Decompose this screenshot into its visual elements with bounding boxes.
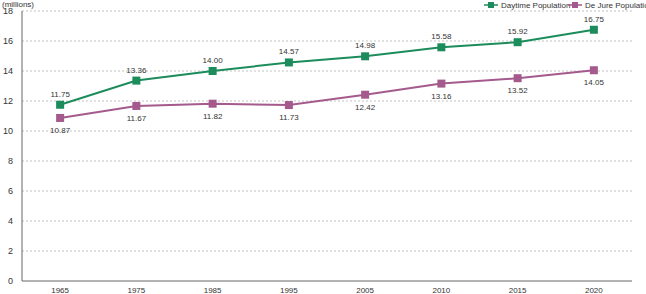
marker bbox=[56, 101, 64, 109]
x-axis bbox=[22, 281, 632, 282]
y-axis-label: (millions) bbox=[2, 0, 34, 9]
data-label: 11.73 bbox=[279, 113, 299, 122]
grid-line bbox=[22, 11, 632, 12]
marker bbox=[132, 102, 140, 110]
data-label: 13.52 bbox=[508, 86, 529, 95]
marker bbox=[514, 38, 522, 46]
data-label: 10.87 bbox=[50, 126, 71, 135]
x-tick-label: 2020 bbox=[585, 286, 603, 294]
marker bbox=[285, 101, 293, 109]
x-tick-label: 1995 bbox=[280, 286, 298, 294]
marker bbox=[437, 80, 445, 88]
data-label: 13.36 bbox=[126, 66, 147, 75]
marker bbox=[285, 58, 293, 66]
y-tick-label: 4 bbox=[8, 216, 13, 226]
data-label: 14.05 bbox=[584, 78, 605, 87]
data-label: 11.82 bbox=[203, 112, 223, 121]
marker bbox=[209, 100, 217, 108]
data-label: 11.67 bbox=[127, 114, 147, 123]
marker bbox=[590, 66, 598, 74]
plot-area bbox=[56, 26, 598, 122]
x-tick-label: 2010 bbox=[432, 286, 450, 294]
data-label: 14.57 bbox=[279, 47, 300, 56]
marker bbox=[132, 77, 140, 85]
y-tick-label: 16 bbox=[3, 36, 13, 46]
marker bbox=[437, 43, 445, 51]
series-line bbox=[60, 70, 594, 118]
legend-label: Daytime Population bbox=[501, 1, 570, 10]
grid-line bbox=[22, 251, 632, 252]
legend-swatch bbox=[572, 2, 578, 8]
data-label: 11.75 bbox=[50, 90, 70, 99]
y-tick-label: 14 bbox=[3, 66, 13, 76]
x-tick-label: 1975 bbox=[127, 286, 145, 294]
data-label: 15.92 bbox=[508, 27, 529, 36]
y-tick-label: 6 bbox=[8, 186, 13, 196]
x-tick-label: 1985 bbox=[204, 286, 222, 294]
grid-line bbox=[22, 161, 632, 162]
grid-line bbox=[22, 191, 632, 192]
x-tick-label: 1965 bbox=[51, 286, 69, 294]
grid-line bbox=[22, 221, 632, 222]
marker bbox=[590, 26, 598, 34]
legend-label: De Jure Population bbox=[585, 1, 646, 10]
y-tick-label: 0 bbox=[8, 276, 13, 286]
data-label: 13.16 bbox=[431, 92, 452, 101]
marker bbox=[361, 52, 369, 60]
data-label: 12.42 bbox=[355, 103, 376, 112]
marker bbox=[56, 114, 64, 122]
x-tick-label: 2005 bbox=[356, 286, 374, 294]
series-line bbox=[60, 30, 594, 105]
marker bbox=[514, 74, 522, 82]
grid-line bbox=[22, 41, 632, 42]
y-tick-label: 10 bbox=[3, 126, 13, 136]
data-label: 15.58 bbox=[431, 32, 452, 41]
y-tick-label: 12 bbox=[3, 96, 13, 106]
chart: 024681012141618(millions)196519751985199… bbox=[0, 0, 646, 294]
legend-swatch bbox=[488, 2, 494, 8]
marker bbox=[361, 91, 369, 99]
y-axis bbox=[22, 11, 23, 281]
x-tick-label: 2015 bbox=[509, 286, 527, 294]
y-tick-label: 2 bbox=[8, 246, 13, 256]
data-label: 14.98 bbox=[355, 41, 376, 50]
y-tick-label: 8 bbox=[8, 156, 13, 166]
data-label: 14.00 bbox=[203, 56, 224, 65]
marker bbox=[209, 67, 217, 75]
data-label: 16.75 bbox=[584, 15, 605, 24]
grid-line bbox=[22, 71, 632, 72]
grid-line bbox=[22, 131, 632, 132]
